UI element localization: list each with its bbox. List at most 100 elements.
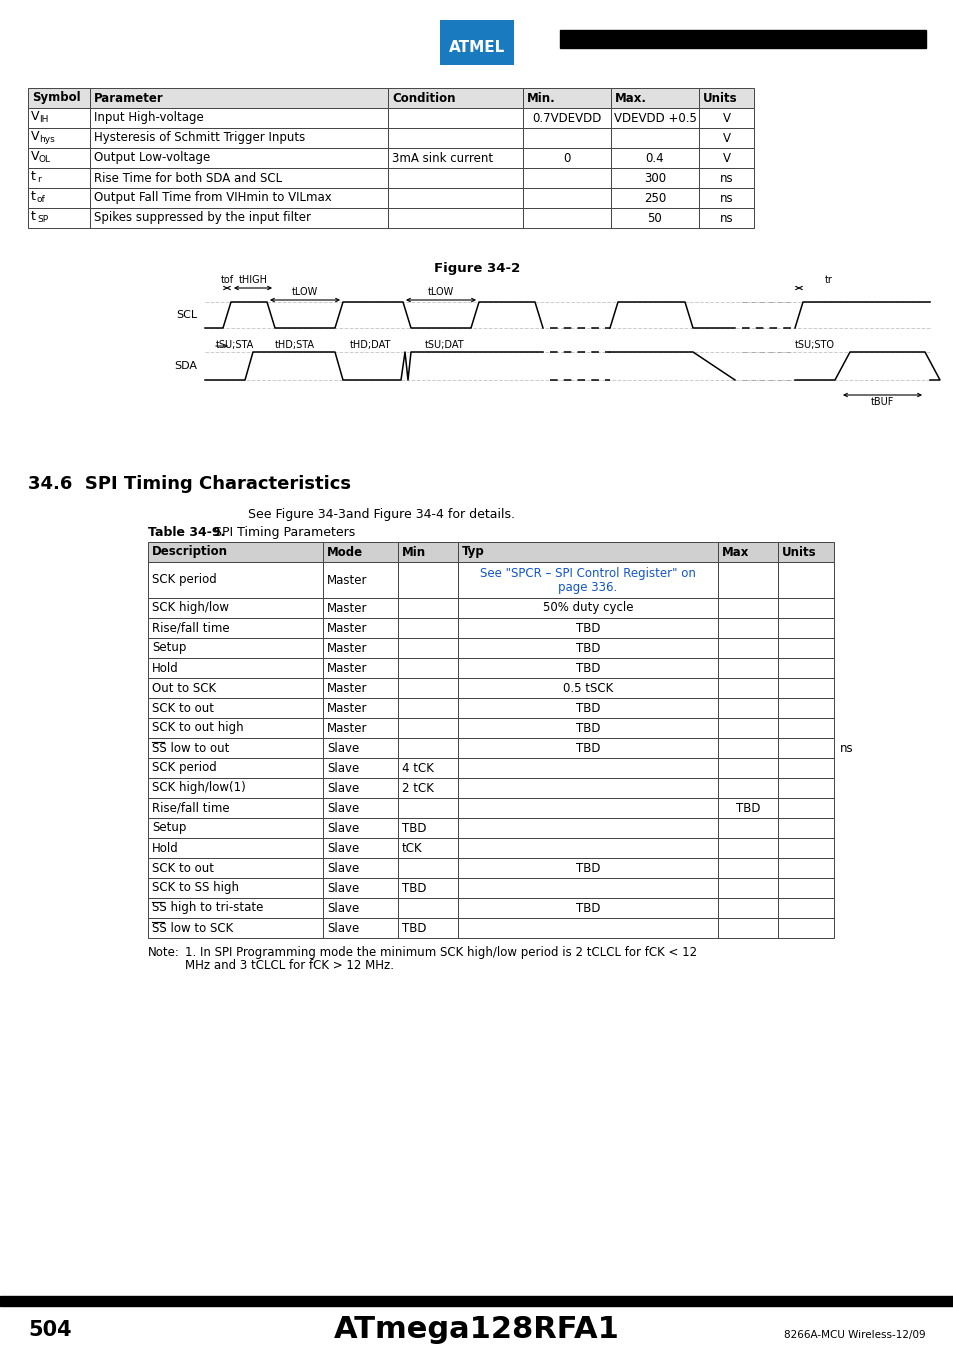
Bar: [457, 678, 718, 698]
Bar: [457, 562, 718, 598]
Text: Setup: Setup: [152, 821, 186, 835]
Text: Slave: Slave: [327, 901, 359, 915]
Text: Master: Master: [327, 621, 367, 635]
Text: Hold: Hold: [152, 842, 178, 854]
Bar: [699, 168, 753, 188]
Text: SS high to tri-state: SS high to tri-state: [152, 901, 263, 915]
Bar: [323, 817, 397, 838]
Bar: [778, 678, 833, 698]
Text: 50% duty cycle: 50% duty cycle: [542, 601, 633, 615]
Text: Symbol: Symbol: [32, 92, 81, 104]
Text: 0.5 tSCK: 0.5 tSCK: [562, 681, 613, 694]
Bar: [323, 698, 397, 717]
Text: SS low to out: SS low to out: [152, 742, 229, 754]
Bar: [610, 108, 699, 128]
Bar: [397, 778, 457, 798]
Bar: [718, 678, 778, 698]
Bar: [457, 717, 718, 738]
Bar: [323, 778, 397, 798]
Bar: [718, 542, 778, 562]
Bar: [522, 208, 610, 228]
Bar: [718, 638, 778, 658]
Bar: [778, 758, 833, 778]
Bar: [457, 817, 718, 838]
Bar: [397, 738, 457, 758]
Bar: [0, 1296, 953, 1306]
Text: V: V: [30, 150, 39, 163]
Bar: [778, 838, 833, 858]
Text: 300: 300: [643, 172, 665, 185]
Text: SCK period: SCK period: [152, 574, 216, 586]
Text: tLOW: tLOW: [292, 286, 317, 297]
Bar: [718, 658, 778, 678]
Text: SCL: SCL: [175, 309, 196, 320]
Bar: [90, 149, 388, 168]
Text: Master: Master: [327, 681, 367, 694]
Bar: [778, 817, 833, 838]
Bar: [397, 817, 457, 838]
Bar: [90, 188, 388, 208]
Bar: [388, 188, 522, 208]
Bar: [397, 717, 457, 738]
Text: SCK high/low(1): SCK high/low(1): [152, 781, 246, 794]
Text: SCK high/low: SCK high/low: [152, 601, 229, 615]
Bar: [397, 562, 457, 598]
Bar: [323, 638, 397, 658]
Bar: [457, 738, 718, 758]
Text: Min.: Min.: [526, 92, 556, 104]
Bar: [559, 30, 925, 49]
Bar: [28, 168, 90, 188]
Text: Figure 34-2: Figure 34-2: [434, 262, 519, 276]
Text: TBD: TBD: [576, 701, 599, 715]
Bar: [323, 658, 397, 678]
Text: tSU;STO: tSU;STO: [794, 340, 834, 350]
Text: tSU;DAT: tSU;DAT: [425, 340, 464, 350]
Text: Slave: Slave: [327, 881, 359, 894]
Text: SCK to out high: SCK to out high: [152, 721, 243, 735]
Bar: [457, 617, 718, 638]
Bar: [610, 168, 699, 188]
Bar: [388, 149, 522, 168]
Bar: [388, 108, 522, 128]
Bar: [778, 898, 833, 917]
Bar: [778, 542, 833, 562]
Text: SDA: SDA: [173, 361, 196, 372]
Bar: [718, 617, 778, 638]
Text: V: V: [30, 131, 39, 143]
Text: Slave: Slave: [327, 742, 359, 754]
Bar: [718, 838, 778, 858]
Text: tSU;STA: tSU;STA: [215, 340, 253, 350]
Text: ns: ns: [719, 192, 733, 204]
Bar: [778, 562, 833, 598]
Text: TBD: TBD: [576, 721, 599, 735]
Bar: [28, 188, 90, 208]
Text: Max: Max: [721, 546, 749, 558]
Bar: [699, 108, 753, 128]
Bar: [388, 128, 522, 149]
Text: Master: Master: [327, 574, 367, 586]
Bar: [323, 678, 397, 698]
Text: 0.4: 0.4: [645, 151, 663, 165]
Bar: [148, 638, 323, 658]
Bar: [323, 598, 397, 617]
Bar: [90, 128, 388, 149]
Bar: [522, 149, 610, 168]
Text: ns: ns: [840, 742, 853, 754]
Text: tBUF: tBUF: [870, 397, 893, 407]
Bar: [90, 208, 388, 228]
Text: 0.7VDEVDD: 0.7VDEVDD: [532, 112, 601, 124]
Bar: [718, 717, 778, 738]
Text: Rise/fall time: Rise/fall time: [152, 621, 230, 635]
Bar: [778, 698, 833, 717]
Bar: [148, 562, 323, 598]
Text: VDEVDD +0.5: VDEVDD +0.5: [613, 112, 696, 124]
Text: ns: ns: [719, 212, 733, 224]
Text: Master: Master: [327, 701, 367, 715]
Text: Output Fall Time from VIHmin to VILmax: Output Fall Time from VIHmin to VILmax: [94, 192, 332, 204]
Text: Setup: Setup: [152, 642, 186, 654]
Text: ATMEL: ATMEL: [449, 41, 504, 55]
Bar: [522, 88, 610, 108]
Bar: [323, 917, 397, 938]
Text: of: of: [37, 196, 46, 204]
Text: t: t: [30, 170, 36, 184]
